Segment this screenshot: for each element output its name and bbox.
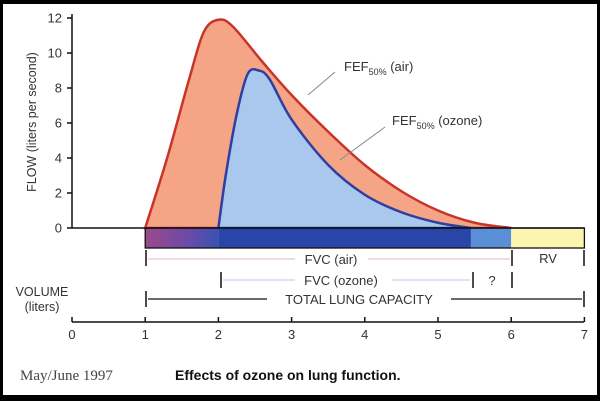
x-axis-label-line1: VOLUME <box>16 285 69 299</box>
unknown-volume-label: ? <box>488 273 495 288</box>
x-tick-label: 3 <box>288 327 295 342</box>
fef-ozone-label: FEF50% (ozone) <box>392 113 482 131</box>
y-tick-label: 12 <box>48 11 62 26</box>
fef-ozone-leader <box>339 126 386 161</box>
x-tick-label: 0 <box>68 327 75 342</box>
y-tick-label: 10 <box>48 46 62 61</box>
volume-bar <box>144 227 586 249</box>
x-tick-label: 7 <box>581 327 588 342</box>
fvc-ozone-label: FVC (ozone) <box>304 273 378 288</box>
volume-bar-segment <box>218 228 471 248</box>
volume-bar-segment <box>145 228 219 248</box>
volume-bar-segment <box>470 228 512 248</box>
x-tick-label: 6 <box>508 327 515 342</box>
y-tick-label: 2 <box>55 186 62 201</box>
ozone-curve-area <box>216 67 472 230</box>
y-tick-label: 4 <box>55 151 62 166</box>
tlc-label: TOTAL LUNG CAPACITY <box>285 292 433 307</box>
x-axis-label-line2: (liters) <box>25 300 60 314</box>
source-date: May/June 1997 <box>20 368 113 384</box>
volume-bar-segment <box>511 228 585 248</box>
rv-label: RV <box>539 251 557 266</box>
y-axis-label: FLOW (liters per second) <box>25 52 39 192</box>
y-tick-label: 6 <box>55 116 62 131</box>
x-tick-label: 4 <box>361 327 368 342</box>
chart-caption: Effects of ozone on lung function. <box>175 367 401 383</box>
x-axis-ticks: 0 1 2 3 4 5 6 7 <box>68 317 588 342</box>
x-tick-label: 1 <box>142 327 149 342</box>
fvc-air-label: FVC (air) <box>305 252 358 267</box>
x-tick-label: 2 <box>215 327 222 342</box>
y-axis-ticks: 0 2 4 6 8 10 12 <box>48 11 72 236</box>
fef-air-leader <box>307 71 336 96</box>
fef-air-label: FEF50% (air) <box>344 59 413 77</box>
y-tick-label: 0 <box>55 221 62 236</box>
y-tick-label: 8 <box>55 81 62 96</box>
x-tick-label: 5 <box>434 327 441 342</box>
